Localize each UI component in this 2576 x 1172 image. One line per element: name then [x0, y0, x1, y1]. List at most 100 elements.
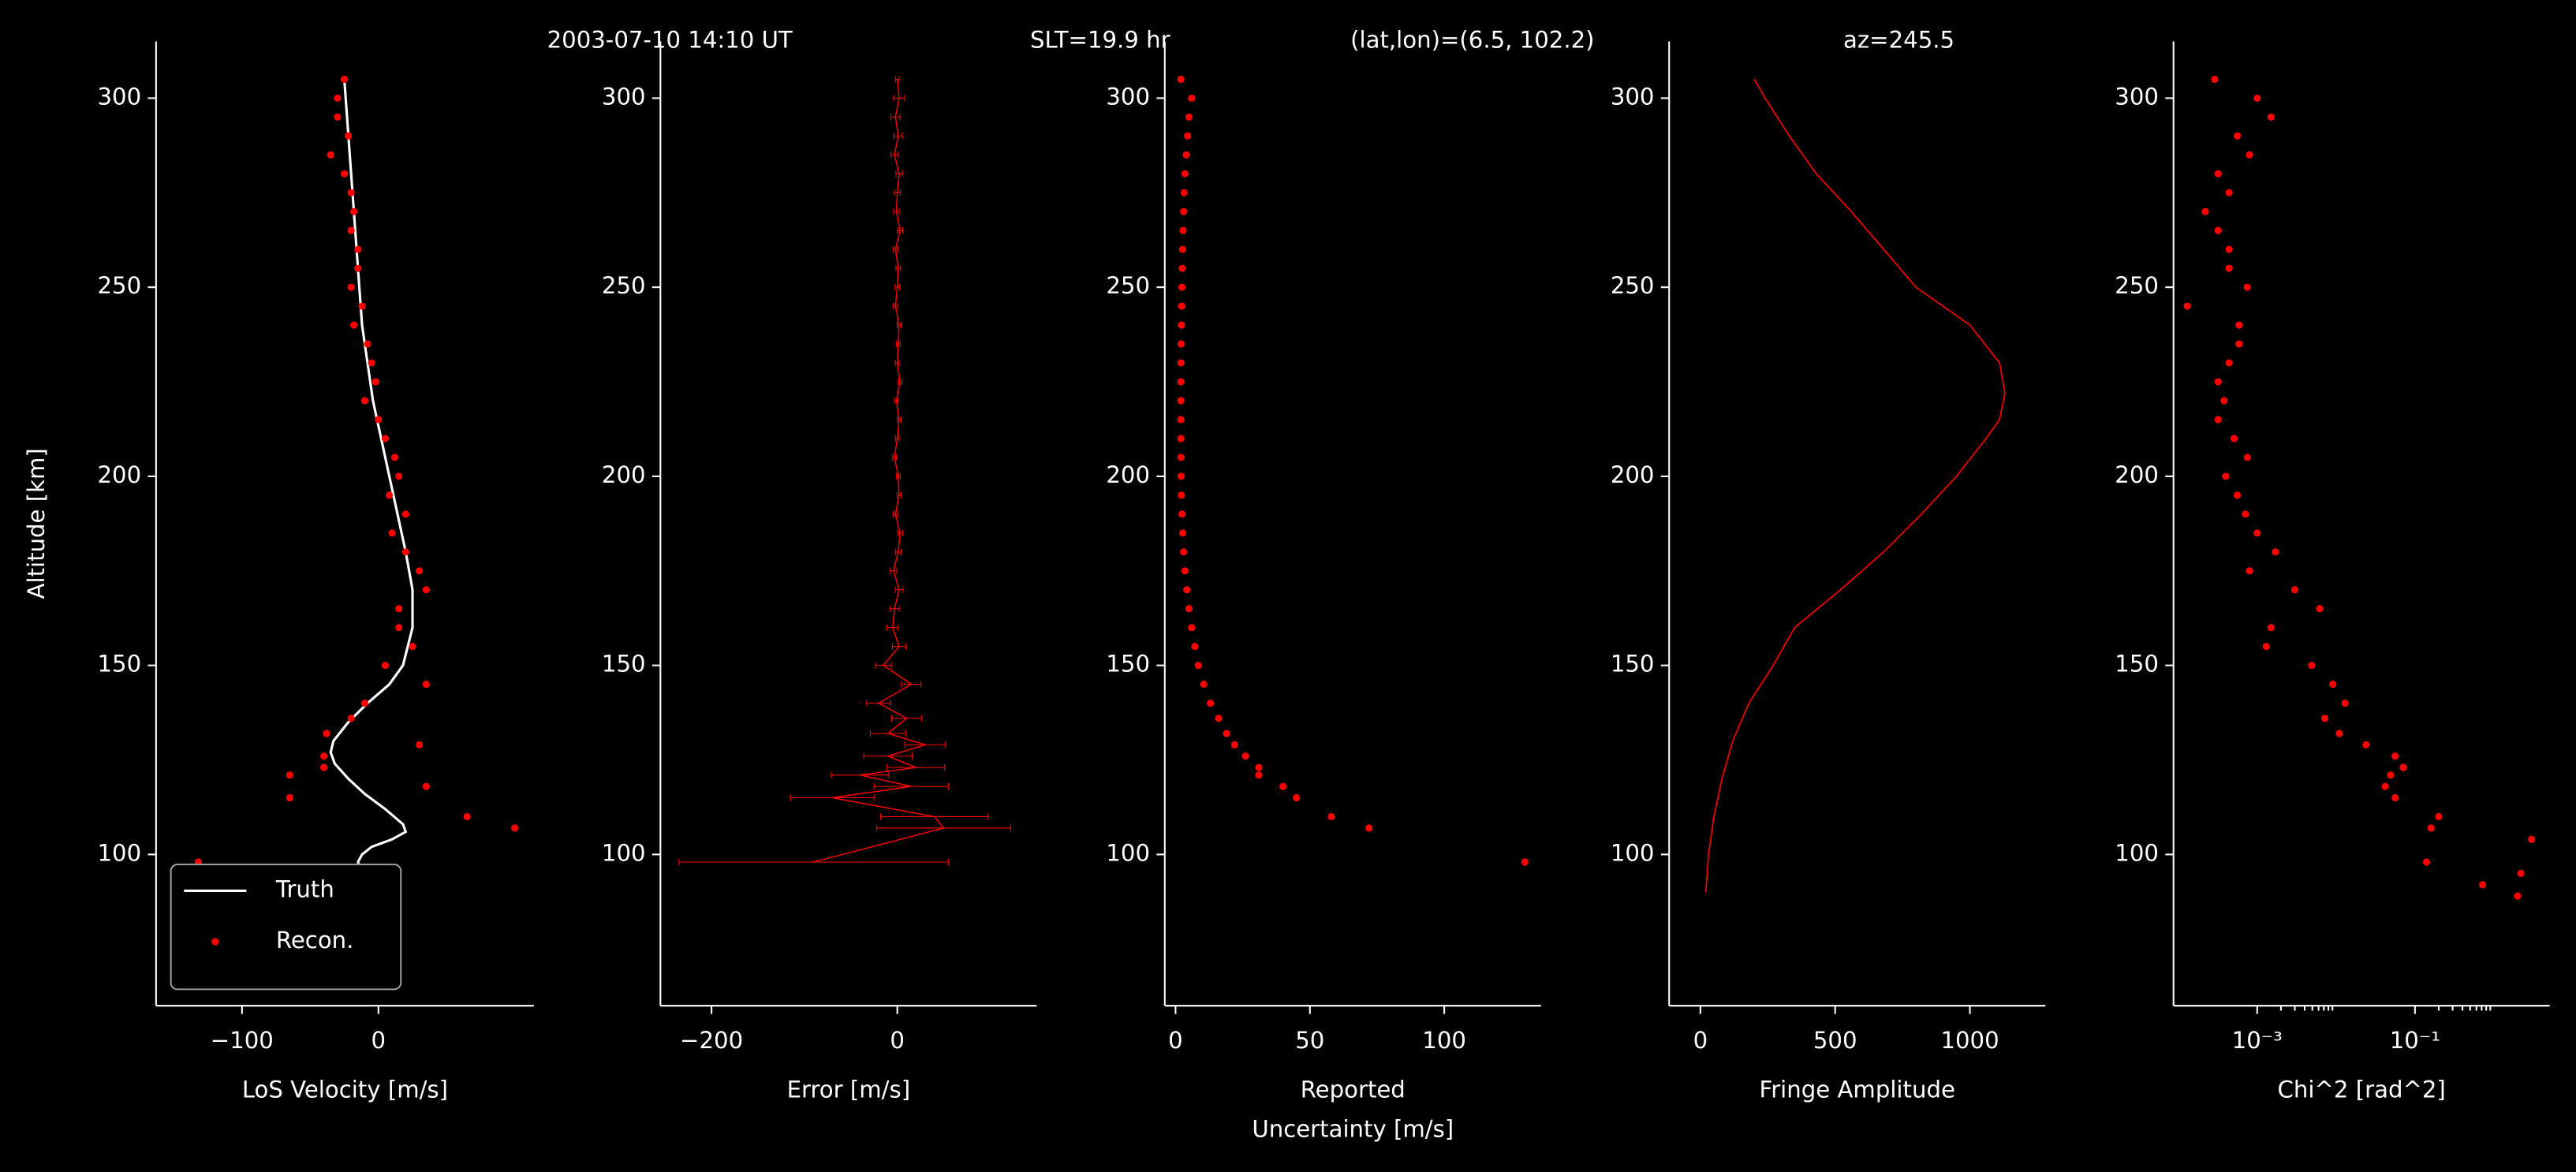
- y-tick-label: 200: [602, 461, 646, 488]
- x-axis-label: LoS Velocity [m/s]: [242, 1076, 448, 1103]
- data-point: [323, 730, 330, 737]
- data-point: [2341, 700, 2349, 707]
- x-tick-label: 0: [371, 1027, 386, 1054]
- data-point: [334, 113, 342, 121]
- data-point: [1179, 226, 1187, 234]
- y-tick-label: 300: [97, 83, 141, 110]
- y-tick-label: 100: [1106, 839, 1150, 866]
- data-point: [1255, 763, 1263, 771]
- data-point: [2225, 264, 2233, 272]
- data-point: [2211, 75, 2219, 84]
- data-point: [463, 812, 471, 821]
- data-point: [334, 94, 342, 103]
- data-point: [1178, 321, 1185, 329]
- data-point: [381, 662, 390, 670]
- x-tick-label: 10⁻³: [2232, 1027, 2283, 1054]
- legend-label: Truth: [275, 875, 334, 902]
- data-point: [1200, 681, 1208, 689]
- error-bar: [894, 76, 900, 83]
- y-tick-label: 300: [602, 83, 646, 110]
- data-point: [2391, 752, 2399, 760]
- data-point: [2427, 824, 2435, 832]
- chart-title: 2003-07-10 14:10 UT: [547, 27, 793, 54]
- data-point: [2290, 586, 2299, 594]
- x-tick-label: 0: [890, 1027, 905, 1054]
- y-tick-label: 250: [602, 272, 646, 299]
- data-point: [1183, 586, 1191, 594]
- y-tick-label: 100: [97, 839, 141, 866]
- data-point: [1181, 170, 1189, 177]
- data-point: [1191, 643, 1199, 651]
- data-point: [1188, 94, 1196, 103]
- legend-swatch: [211, 938, 219, 946]
- y-axis-label: Altitude [km]: [23, 448, 50, 599]
- x-tick-label: 10⁻¹: [2390, 1027, 2440, 1054]
- x-axis-label: Fringe Amplitude: [1760, 1076, 1955, 1103]
- data-point: [2214, 170, 2222, 177]
- data-point: [1178, 245, 1186, 253]
- x-tick-label: 50: [1295, 1027, 1324, 1054]
- y-tick-label: 250: [97, 272, 141, 299]
- data-point: [422, 681, 430, 689]
- data-point: [1365, 824, 1373, 832]
- data-point: [2422, 858, 2431, 866]
- y-tick-label: 300: [1611, 83, 1655, 110]
- data-point: [388, 529, 396, 537]
- x-tick-label: −100: [211, 1027, 274, 1054]
- data-point: [1180, 207, 1188, 215]
- chart-title: az=245.5: [1843, 27, 1954, 54]
- data-point: [1178, 491, 1185, 499]
- data-point: [1188, 624, 1196, 632]
- data-point: [1185, 113, 1193, 121]
- y-tick-label: 150: [2115, 651, 2159, 677]
- data-point: [2243, 283, 2251, 291]
- data-point: [327, 151, 334, 159]
- data-point: [1241, 752, 1249, 760]
- data-point: [2235, 321, 2243, 329]
- data-point: [1177, 397, 1185, 405]
- data-point: [350, 321, 358, 329]
- data-point: [375, 416, 383, 424]
- data-point: [1185, 605, 1193, 613]
- data-point: [1184, 132, 1192, 140]
- data-point: [2320, 715, 2329, 722]
- data-point: [354, 264, 362, 272]
- data-point: [1207, 700, 1215, 707]
- data-point: [340, 170, 349, 177]
- y-tick-label: 150: [1611, 651, 1655, 677]
- x-tick-label: 0: [1693, 1027, 1708, 1054]
- y-tick-label: 150: [1106, 651, 1150, 677]
- profile-line: [329, 79, 414, 894]
- data-point: [1177, 378, 1185, 386]
- data-point: [1177, 416, 1185, 424]
- data-point: [390, 453, 399, 461]
- data-point: [360, 700, 369, 707]
- data-point: [1182, 151, 1190, 159]
- data-point: [2399, 763, 2407, 771]
- data-point: [2230, 435, 2238, 442]
- data-point: [1293, 793, 1301, 802]
- data-point: [511, 824, 519, 832]
- data-point: [347, 188, 355, 196]
- data-point: [2220, 397, 2228, 405]
- data-point: [1177, 472, 1185, 480]
- data-point: [2214, 226, 2222, 234]
- y-tick-label: 150: [97, 651, 141, 677]
- data-point: [2243, 453, 2251, 461]
- profile-line: [813, 79, 945, 863]
- data-point: [1255, 771, 1263, 779]
- data-point: [2225, 245, 2233, 253]
- data-point: [1179, 529, 1187, 537]
- data-point: [2262, 643, 2270, 651]
- data-point: [381, 435, 390, 442]
- data-point: [1180, 548, 1188, 556]
- data-point: [1177, 435, 1185, 442]
- data-point: [386, 491, 394, 499]
- y-tick-label: 200: [1106, 461, 1150, 488]
- y-tick-label: 150: [602, 651, 646, 677]
- data-point: [2214, 378, 2222, 386]
- data-point: [2234, 491, 2242, 499]
- data-point: [1178, 283, 1186, 291]
- x-tick-label: 1000: [1940, 1027, 1999, 1054]
